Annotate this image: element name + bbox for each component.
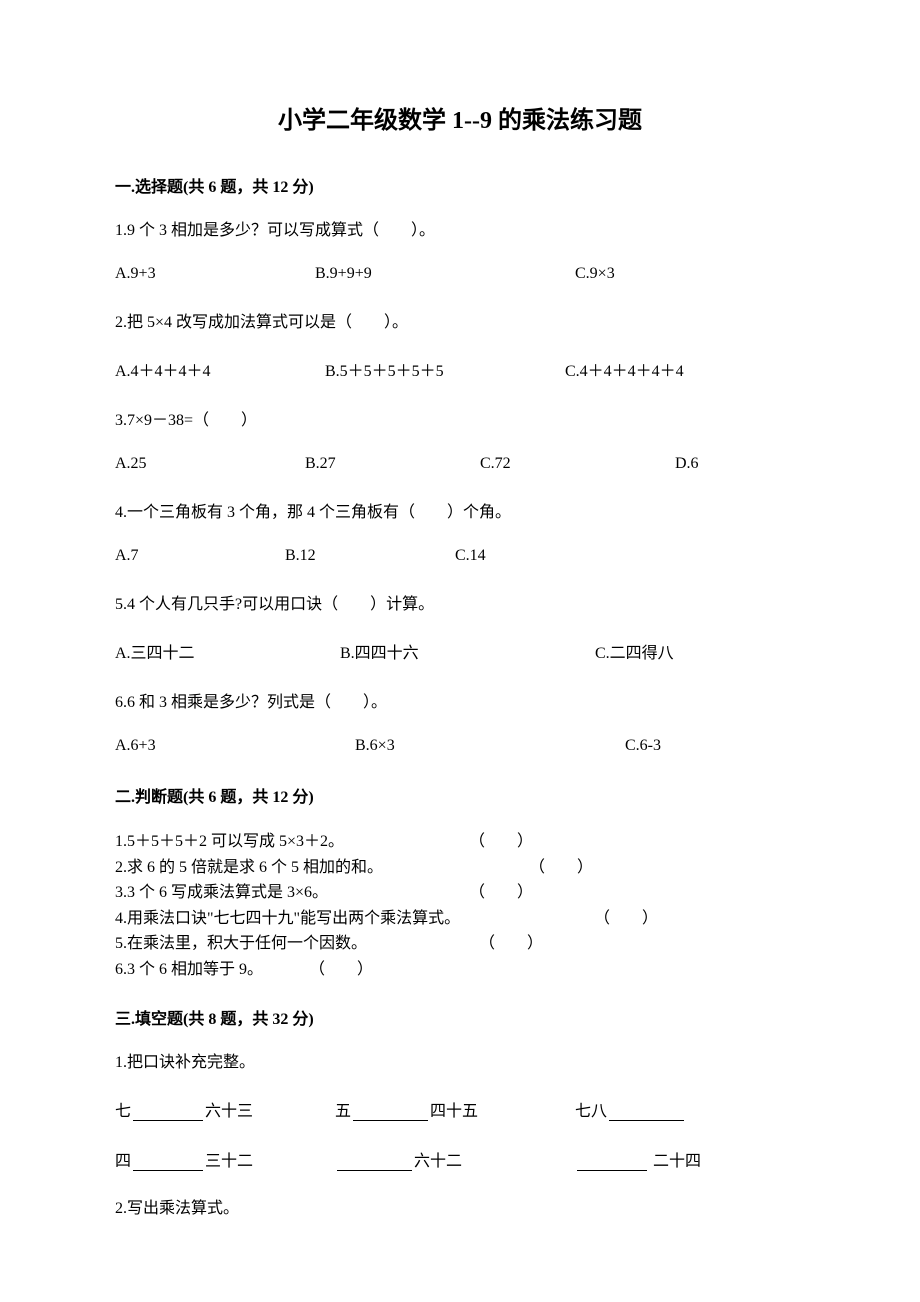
tf-1-statement: 1.5＋5＋5＋2 可以写成 5×3＋2。 (115, 829, 465, 855)
tf-5-statement: 5.在乘法里，积大于任何一个因数。 (115, 931, 475, 957)
blank (609, 1120, 684, 1121)
fill-2b: 六十二 (335, 1147, 575, 1171)
blank (353, 1120, 428, 1121)
fill-1a: 七 六十三 (115, 1097, 335, 1121)
q3-option-d: D.6 (675, 455, 775, 473)
tf-4-statement: 4.用乘法口诀"七七四十九"能写出两个乘法算式。 (115, 906, 590, 932)
q2-text: 2.把 5×4 改写成加法算式可以是（ ）。 (115, 311, 805, 335)
q5-option-b: B.四四十六 (340, 639, 595, 663)
fill-2b-post: 六十二 (414, 1153, 462, 1170)
q1-options: A.9+3 B.9+9+9 C.9×3 (115, 265, 805, 283)
q3-text: 3.7×9－38=（ ） (115, 409, 805, 433)
q4-option-c: C.14 (455, 547, 605, 565)
fill-row-2: 四 三十二 六十二 二十四 (115, 1147, 805, 1171)
true-false-block: 1.5＋5＋5＋2 可以写成 5×3＋2。 （ ） 2.求 6 的 5 倍就是求… (115, 829, 805, 983)
fill-2a-pre: 四 (115, 1153, 131, 1170)
q2-option-b: B.5＋5＋5＋5＋5 (325, 357, 565, 381)
q1-option-c: C.9×3 (575, 265, 775, 283)
tf-paren: （ ） (309, 961, 373, 978)
tf-paren: （ ） (469, 884, 533, 901)
q6-option-b: B.6×3 (355, 737, 625, 755)
tf-paren: （ ） (529, 859, 593, 876)
document-title: 小学二年级数学 1--9 的乘法练习题 (115, 100, 805, 135)
tf-6-statement: 6.3 个 6 相加等于 9。 (115, 957, 305, 983)
q4-text: 4.一个三角板有 3 个角，那 4 个三角板有（ ）个角。 (115, 501, 805, 525)
tf-2: 2.求 6 的 5 倍就是求 6 个 5 相加的和。 （ ） (115, 855, 805, 881)
blank (133, 1170, 203, 1171)
q5-options: A.三四十二 B.四四十六 C.二四得八 (115, 639, 805, 663)
tf-1: 1.5＋5＋5＋2 可以写成 5×3＋2。 （ ） (115, 829, 805, 855)
tf-5: 5.在乘法里，积大于任何一个因数。 （ ） (115, 931, 805, 957)
fill-2a: 四 三十二 (115, 1147, 335, 1171)
q4-option-b: B.12 (285, 547, 455, 565)
fill-1c-pre: 七八 (575, 1103, 607, 1120)
q6-option-a: A.6+3 (115, 737, 355, 755)
q5-option-a: A.三四十二 (115, 639, 340, 663)
q3-option-a: A.25 (115, 455, 305, 473)
fill-1b-post: 四十五 (430, 1103, 478, 1120)
q1-text: 1.9 个 3 相加是多少？可以写成算式（ ）。 (115, 219, 805, 243)
q4-options: A.7 B.12 C.14 (115, 547, 805, 565)
q6-text: 6.6 和 3 相乘是多少？列式是（ ）。 (115, 691, 805, 715)
fill-2c-post: 二十四 (649, 1153, 701, 1170)
tf-paren: （ ） (469, 833, 533, 850)
fill-row-1: 七 六十三 五 四十五 七八 (115, 1097, 805, 1121)
q6-option-c: C.6-3 (625, 737, 775, 755)
s3-q1-text: 1.把口诀补充完整。 (115, 1051, 805, 1075)
q3-option-b: B.27 (305, 455, 480, 473)
tf-paren: （ ） (479, 935, 543, 952)
q3-options: A.25 B.27 C.72 D.6 (115, 455, 805, 473)
s3-q2-text: 2.写出乘法算式。 (115, 1197, 805, 1221)
blank (133, 1120, 203, 1121)
tf-paren: （ ） (594, 910, 658, 927)
blank (337, 1170, 412, 1171)
fill-1a-pre: 七 (115, 1103, 131, 1120)
tf-6: 6.3 个 6 相加等于 9。 （ ） (115, 957, 805, 983)
section-3-header: 三.填空题(共 8 题，共 32 分) (115, 1005, 805, 1029)
q5-option-c: C.二四得八 (595, 639, 745, 663)
q2-option-c: C.4＋4＋4＋4＋4 (565, 357, 765, 381)
q1-option-b: B.9+9+9 (315, 265, 575, 283)
q4-option-a: A.7 (115, 547, 285, 565)
q1-option-a: A.9+3 (115, 265, 315, 283)
fill-1b: 五 四十五 (335, 1097, 575, 1121)
tf-3-statement: 3.3 个 6 写成乘法算式是 3×6。 (115, 880, 465, 906)
tf-3: 3.3 个 6 写成乘法算式是 3×6。 （ ） (115, 880, 805, 906)
section-1-header: 一.选择题(共 6 题，共 12 分) (115, 173, 805, 197)
q5-text: 5.4 个人有几只手?可以用口诀（ ）计算。 (115, 593, 805, 617)
fill-1b-pre: 五 (335, 1103, 351, 1120)
q2-option-a: A.4＋4＋4＋4 (115, 357, 325, 381)
q6-options: A.6+3 B.6×3 C.6-3 (115, 737, 805, 755)
fill-1c: 七八 (575, 1097, 795, 1121)
q2-options: A.4＋4＋4＋4 B.5＋5＋5＋5＋5 C.4＋4＋4＋4＋4 (115, 357, 805, 381)
q3-option-c: C.72 (480, 455, 675, 473)
fill-2a-post: 三十二 (205, 1153, 253, 1170)
fill-2c: 二十四 (575, 1147, 795, 1171)
tf-4: 4.用乘法口诀"七七四十九"能写出两个乘法算式。 （ ） (115, 906, 805, 932)
section-2-header: 二.判断题(共 6 题，共 12 分) (115, 783, 805, 807)
fill-1a-post: 六十三 (205, 1103, 253, 1120)
tf-2-statement: 2.求 6 的 5 倍就是求 6 个 5 相加的和。 (115, 855, 525, 881)
blank (577, 1170, 647, 1171)
